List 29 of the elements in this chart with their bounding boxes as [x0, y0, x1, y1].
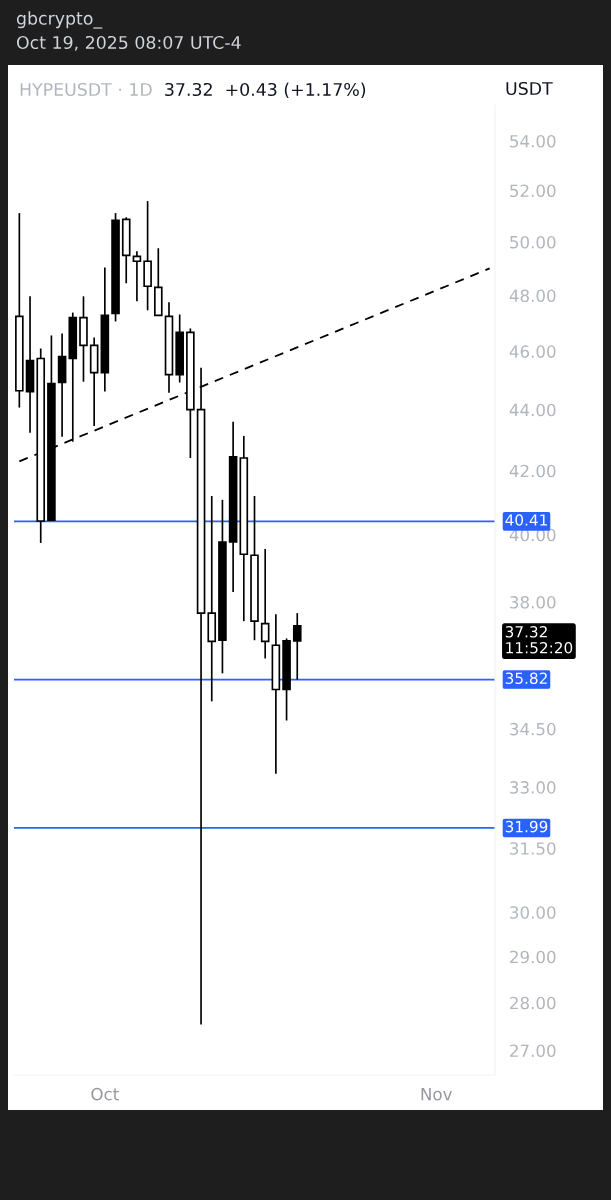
y-tick-label: 29.00 — [510, 950, 556, 964]
y-tick-label: 48.00 — [509, 289, 556, 303]
y-tick-label: 28.00 — [510, 996, 556, 1010]
y-tick-label: 54.00 — [510, 134, 556, 148]
y-tick-label: 33.00 — [510, 781, 556, 794]
y-axis-title: USDT — [506, 81, 553, 96]
text: 37.32 11:52:20 — [505, 626, 573, 654]
y-tick-label: 38.00 — [510, 596, 556, 609]
y-tick-label: 34.50 — [510, 722, 556, 736]
candlestick — [132, 250, 142, 303]
x-tick-label: Nov — [421, 1088, 452, 1101]
chart-title: HYPEUSDT · 1D — [20, 82, 152, 97]
y-tick-label: 42.00 — [509, 464, 556, 478]
text: Oct 19, 2025 08:07 UTC-4 — [16, 35, 241, 51]
y-tick-label: 27.00 — [510, 1044, 556, 1058]
ref-line-label: 31.99 — [505, 820, 548, 833]
y-tick-label: 44.00 — [509, 403, 556, 417]
y-tick-label: 31.50 — [510, 842, 556, 855]
y-tick-label: 30.00 — [510, 906, 556, 919]
text: gbcrypto_ — [16, 11, 103, 29]
y-tick-label: 52.00 — [510, 184, 556, 198]
y-tick-label: 50.00 — [510, 235, 556, 249]
candlestick — [260, 548, 270, 660]
y-tick-label: 46.00 — [509, 345, 556, 358]
x-tick-label: Oct — [91, 1087, 119, 1101]
candlestick — [292, 612, 302, 681]
chart-subtitle: 37.32 +0.43 (+1.17%) — [165, 82, 366, 99]
ref-line-label: 35.82 — [505, 672, 547, 684]
ref-line-label: 40.41 — [505, 514, 547, 526]
